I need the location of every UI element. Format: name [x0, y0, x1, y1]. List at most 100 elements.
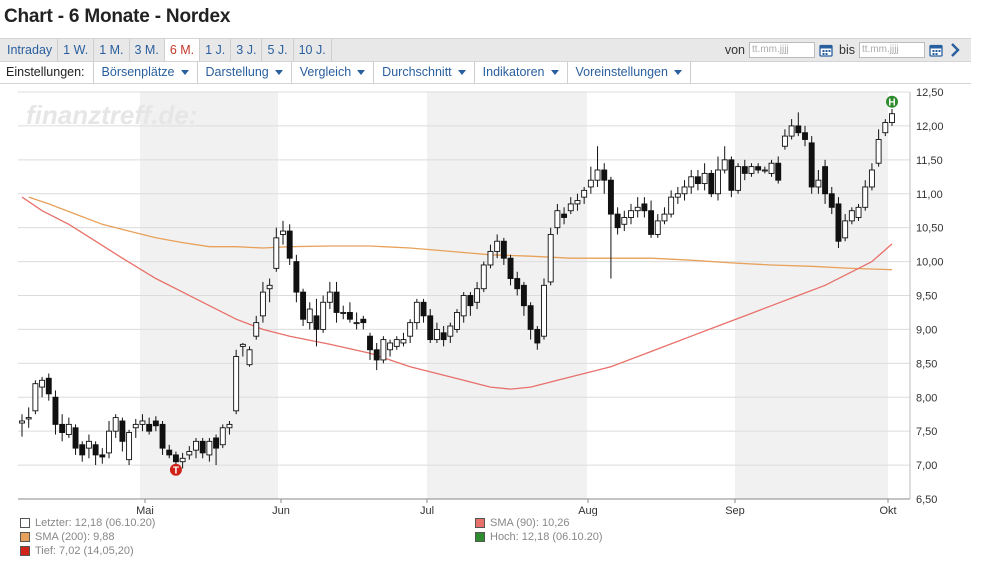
candle-body [239, 343, 246, 347]
period-tabbar: Intraday 1 W. 1 M. 3 M. 6 M. 1 J. 3 J. 5 J. 10 J… [0, 38, 971, 62]
calendar-icon[interactable] [819, 43, 833, 57]
dropdown-boersenpl-tze[interactable]: Börsenplätze [94, 61, 198, 83]
candle-body [206, 440, 213, 456]
chevron-right-icon[interactable] [949, 43, 961, 57]
dropdown-durchschnitt[interactable]: Durchschnitt [374, 61, 475, 83]
y-tick-label: 12,50 [916, 87, 944, 99]
candle-body [694, 176, 701, 185]
legend-swatch [20, 532, 30, 542]
caret-down-icon [550, 69, 559, 75]
x-tick-label: Mai [136, 505, 154, 516]
dropdown-darstellung[interactable]: Darstellung [198, 61, 292, 83]
x-tick-label: Aug [578, 505, 598, 516]
candle-body [39, 379, 46, 388]
from-date-input[interactable]: tt.mm.jjjj [749, 42, 816, 58]
candle-body [407, 322, 414, 337]
candle-body [266, 284, 273, 290]
tab-3-m[interactable]: 3 M. [130, 39, 165, 61]
candle-body [159, 423, 166, 449]
candle-body [146, 423, 153, 432]
tab-intraday[interactable]: Intraday [2, 39, 59, 61]
to-date-input[interactable]: tt.mm.jjjj [859, 42, 925, 58]
candle-body [661, 213, 668, 222]
candle-body [92, 444, 99, 456]
candle-body [721, 159, 728, 171]
dropdown-label: Börsenplätze [101, 65, 175, 79]
candle-body [79, 444, 86, 456]
to-label: bis [839, 43, 855, 57]
candle-body [320, 301, 327, 330]
candle-body [514, 278, 521, 290]
candle-body [226, 423, 233, 429]
candle-body [193, 440, 199, 451]
x-tick-label: Jul [420, 505, 434, 516]
candle-body [306, 308, 313, 324]
candle-body [132, 423, 139, 429]
candle-body [400, 339, 407, 344]
candle-body [574, 200, 581, 205]
candle-body [45, 377, 52, 395]
candle-body [507, 257, 514, 279]
candle-body [85, 440, 92, 449]
candle-body [628, 210, 634, 218]
candle-body [527, 305, 534, 330]
candle-body [741, 166, 748, 174]
candle-body [842, 220, 849, 239]
candle-body [648, 210, 655, 235]
candle-body [119, 420, 126, 442]
candle-body [674, 193, 681, 198]
candle-body [19, 420, 25, 424]
tab-6-m[interactable]: 6 M. [164, 39, 201, 61]
candle-body [688, 176, 695, 188]
tab-3-j[interactable]: 3 J. [231, 39, 263, 61]
candle-body [748, 166, 755, 174]
candle-body [607, 179, 614, 215]
dropdown-vergleich[interactable]: Vergleich [292, 61, 375, 83]
legend-swatch [475, 518, 485, 528]
date-range: von tt.mm.jjjj bis tt.mm.jjjj [719, 39, 961, 61]
candle-body [313, 315, 320, 330]
dropdown-voreinstellungen[interactable]: Voreinstellungen [568, 61, 691, 83]
dropdown-label: Darstellung [205, 65, 269, 79]
candle-body [848, 210, 855, 222]
calendar-icon[interactable] [929, 43, 943, 57]
candle-body [52, 396, 59, 425]
candle-body [634, 206, 641, 212]
candle-body [567, 203, 574, 212]
legend-text: Tief: 7,02 (14,05,20) [35, 545, 134, 557]
candle-body [246, 349, 253, 366]
candle-body [822, 166, 829, 195]
candle-body [152, 420, 159, 427]
candle-body [393, 339, 400, 347]
candle-body [701, 172, 708, 185]
dropdown-indikatoren[interactable]: Indikatoren [475, 61, 568, 83]
tab-1-m[interactable]: 1 M. [94, 39, 130, 61]
low-marker-label: T [173, 466, 179, 477]
high-marker-label: H [888, 98, 895, 109]
candle-body [280, 230, 286, 235]
settings-bar: Einstellungen: Börsenplätze Darstellung Ve… [0, 61, 971, 84]
candle-body [715, 169, 721, 195]
caret-down-icon [180, 69, 189, 75]
candle-body [494, 240, 501, 252]
tab-10-j[interactable]: 10 J. [294, 39, 332, 61]
period-tabs: Intraday 1 W. 1 M. 3 M. 6 M. 1 J. 3 J. 5 J. 10 J… [2, 39, 332, 61]
y-tick-label: 7,50 [916, 426, 937, 438]
legend-text: SMA (200): 9,88 [35, 531, 115, 543]
tab-1-j[interactable]: 1 J. [200, 39, 232, 61]
legend-text: SMA (90): 10,26 [490, 517, 570, 529]
candle-body [293, 261, 300, 293]
tab-1-w[interactable]: 1 W. [58, 39, 95, 61]
candle-body [862, 186, 869, 208]
candle-body [561, 213, 568, 218]
candle-body [333, 291, 340, 313]
candle-body [474, 288, 481, 303]
candle-body [273, 237, 280, 269]
candle-body [641, 203, 648, 212]
candle-body [367, 335, 373, 351]
candle-body [360, 318, 367, 324]
candle-body [728, 159, 735, 191]
tab-5-j[interactable]: 5 J. [262, 39, 294, 61]
candle-body [875, 139, 882, 164]
candle-body [454, 312, 460, 330]
